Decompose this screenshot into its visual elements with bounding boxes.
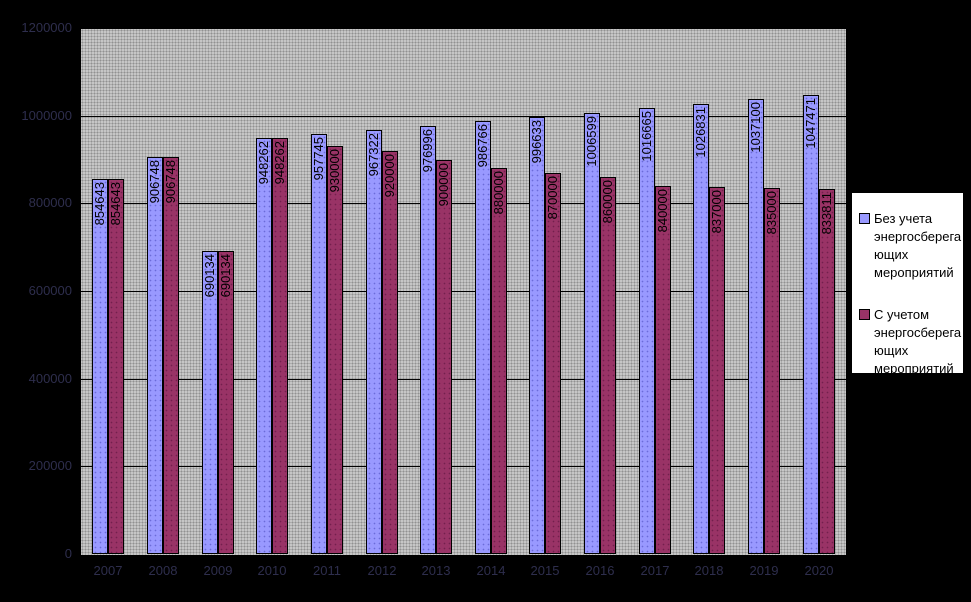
bar-series1-2018: [693, 104, 709, 554]
data-label-series2-2008: 906748: [163, 160, 178, 204]
bar-series2-2014: [491, 168, 507, 554]
bar-series1-2009: [202, 251, 218, 554]
gridline: [81, 116, 846, 117]
data-label-series2-2018: 837000: [709, 190, 724, 234]
data-label-series1-2014: 986766: [475, 124, 490, 168]
bar-series1-2017: [639, 108, 655, 554]
gridline: [81, 379, 846, 380]
legend-item-series2: С учетом энергосберега ющих мероприятий: [859, 306, 961, 378]
bar-series1-2020: [803, 95, 819, 554]
bar-series1-2013: [420, 126, 436, 554]
bar-series1-2016: [584, 113, 600, 554]
y-axis-tick-label: 1200000: [21, 20, 72, 35]
data-label-series1-2008: 906748: [147, 160, 162, 204]
data-label-series1-2015: 996633: [529, 120, 544, 164]
bar-series1-2019: [748, 99, 764, 554]
data-label-series1-2007: 854643: [92, 182, 107, 226]
data-label-series1-2010: 948262: [256, 141, 271, 185]
y-axis-tick-label: 400000: [28, 371, 72, 386]
plot-area: [81, 28, 846, 556]
data-label-series1-2019: 1037100: [748, 102, 763, 153]
data-label-series2-2010: 948262: [272, 141, 287, 185]
bar-series1-2015: [529, 117, 545, 554]
bar-series2-2015: [545, 173, 561, 554]
data-label-series2-2016: 860000: [600, 180, 615, 224]
x-axis-tick-label: 2013: [421, 563, 451, 578]
data-label-series1-2018: 1026831: [693, 107, 708, 158]
bar-series2-2013: [436, 160, 452, 554]
bar-series1-2010: [256, 138, 272, 554]
bar-series1-2007: [92, 179, 108, 554]
legend-item-series1: Без учета энергосберега ющих мероприятий: [859, 210, 961, 282]
x-axis-tick-label: 2020: [804, 563, 834, 578]
x-axis-tick-label: 2015: [530, 563, 560, 578]
y-axis-tick-label: 600000: [28, 283, 72, 298]
bar-series1-2014: [475, 121, 491, 554]
x-axis-tick-label: 2008: [148, 563, 178, 578]
bar-series2-2008: [163, 157, 179, 554]
x-axis-tick-label: 2011: [313, 563, 341, 578]
bar-series2-2011: [327, 146, 343, 554]
x-axis-tick-label: 2009: [203, 563, 233, 578]
data-label-series1-2012: 967322: [366, 133, 381, 177]
data-label-series2-2011: 930000: [327, 149, 342, 193]
y-axis-tick-label: 800000: [28, 195, 72, 210]
data-label-series2-2015: 870000: [545, 176, 560, 220]
data-label-series2-2019: 835000: [764, 191, 779, 235]
x-axis-tick-label: 2010: [257, 563, 287, 578]
bar-series2-2016: [600, 177, 616, 554]
data-label-series1-2009: 690134: [202, 254, 217, 298]
y-axis-tick-label: 200000: [28, 458, 72, 473]
bar-series2-2017: [655, 186, 671, 554]
gridline: [81, 466, 846, 467]
x-axis-tick-label: 2016: [585, 563, 615, 578]
data-label-series1-2011: 957745: [311, 137, 326, 181]
data-label-series2-2020: 833811: [819, 192, 834, 235]
bar-series1-2012: [366, 130, 382, 554]
bar-series2-2010: [272, 138, 288, 554]
data-label-series1-2013: 976996: [420, 129, 435, 173]
bar-series2-2020: [819, 189, 835, 554]
legend-label-series2: С учетом энергосберега ющих мероприятий: [874, 307, 962, 376]
data-label-series2-2014: 880000: [491, 171, 506, 215]
bar-series2-2019: [764, 188, 780, 554]
x-axis-tick-label: 2007: [93, 563, 123, 578]
legend-swatch-series2: [859, 309, 870, 320]
bar-series2-2009: [218, 251, 234, 554]
data-label-series2-2009: 690134: [218, 254, 233, 298]
data-label-series1-2017: 1016665: [639, 111, 654, 162]
data-label-series2-2017: 840000: [655, 189, 670, 233]
y-axis-tick-label: 1000000: [21, 108, 72, 123]
y-axis-tick-label: 0: [64, 546, 72, 561]
bar-series2-2018: [709, 187, 725, 554]
bar-series2-2012: [382, 151, 398, 554]
data-label-series1-2016: 1006599: [584, 116, 599, 167]
gridline: [81, 291, 846, 292]
data-label-series2-2012: 920000: [382, 154, 397, 198]
data-label-series1-2020: 1047471: [803, 98, 818, 149]
gridline: [81, 203, 846, 204]
bar-series1-2008: [147, 157, 163, 554]
x-axis-tick-label: 2012: [367, 563, 397, 578]
legend-swatch-series1: [859, 213, 870, 224]
x-axis-tick-label: 2018: [694, 563, 724, 578]
x-axis-tick-label: 2014: [476, 563, 506, 578]
x-axis-tick-label: 2017: [640, 563, 670, 578]
bar-series2-2007: [108, 179, 124, 554]
bar-series1-2011: [311, 134, 327, 554]
data-label-series2-2013: 900000: [436, 163, 451, 207]
x-axis-tick-label: 2019: [749, 563, 779, 578]
legend: Без учета энергосберега ющих мероприятий…: [851, 192, 964, 376]
data-label-series2-2007: 854643: [108, 182, 123, 226]
legend-label-series1: Без учета энергосберега ющих мероприятий: [874, 211, 962, 280]
